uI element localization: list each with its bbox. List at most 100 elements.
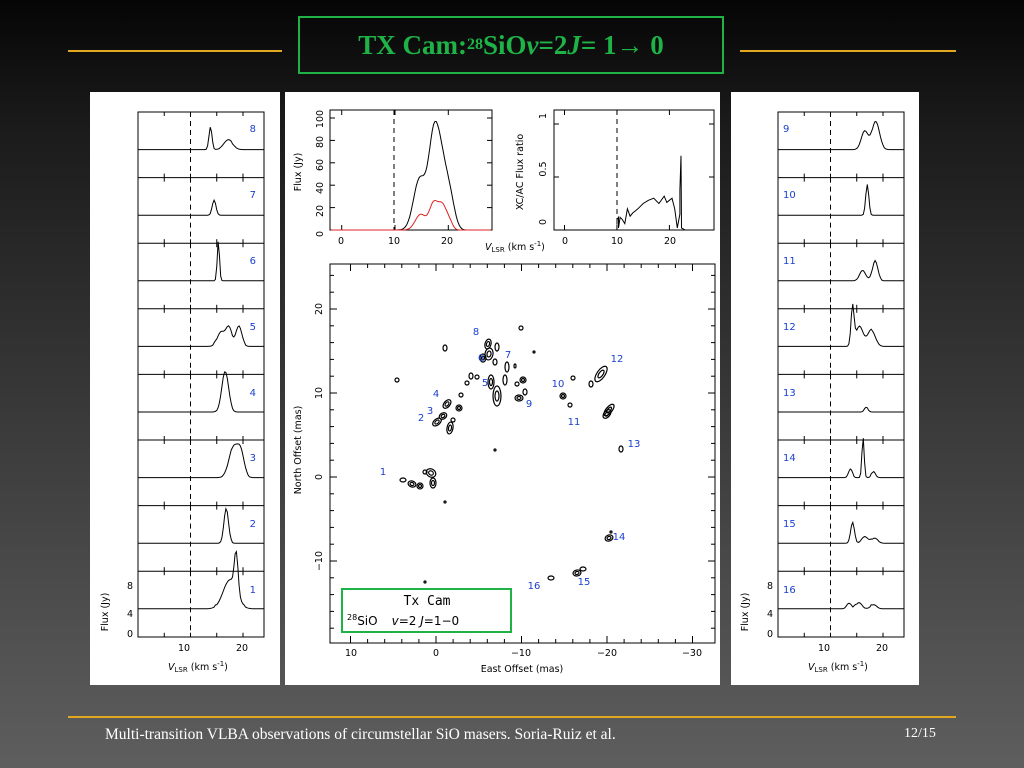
y-tick-label: 0 — [538, 219, 549, 225]
y-axis-label: North Offset (mas) — [293, 406, 304, 495]
maser-contour — [579, 566, 587, 572]
maser-contour — [618, 445, 624, 453]
title-isotope: 28 — [466, 36, 483, 53]
maser-contour — [443, 500, 447, 504]
spectrum-trace — [778, 184, 904, 216]
title-veq: =2 — [538, 29, 568, 60]
right-spectrum-id: 13 — [783, 388, 796, 399]
y-axis-label: Flux (Jy) — [100, 593, 111, 632]
map-ticks — [330, 264, 715, 643]
maser-contour — [442, 344, 448, 352]
maser-contour — [567, 402, 573, 408]
right-spectrum-id: 14 — [783, 453, 796, 464]
x-tick-label: 10 — [611, 236, 623, 247]
spot-label: 8 — [473, 327, 479, 338]
x-tick-label: 0 — [338, 236, 344, 247]
maser-contour-inner — [574, 570, 580, 576]
x-tick-label: 10 — [818, 643, 830, 654]
footer-citation: Multi-transition VLBA observations of ci… — [105, 726, 616, 743]
x-tick-label: 0 — [562, 236, 568, 247]
spot-label: 3 — [427, 406, 433, 417]
maser-contour-inner — [428, 470, 434, 476]
spectrum-trace — [778, 438, 904, 479]
y-tick-label: 20 — [315, 205, 326, 217]
x-tick-label: −20 — [597, 648, 617, 659]
x-tick-label: 10 — [178, 643, 190, 654]
x-tick-label: 10 — [345, 648, 357, 659]
maser-contour — [494, 342, 500, 352]
spot-label: 10 — [552, 379, 565, 390]
y-tick-label: 0 — [127, 629, 133, 640]
spot-label: 9 — [526, 399, 532, 410]
maser-contour-inner — [485, 340, 491, 348]
maser-contour — [514, 394, 524, 402]
maser-contour-inner — [417, 483, 423, 489]
left-spectrum-id: 2 — [250, 519, 256, 530]
spot-label: 13 — [628, 439, 641, 450]
maser-contour-inner — [494, 390, 500, 402]
y-tick-label: 10 — [314, 387, 325, 399]
spot-label: 5 — [482, 378, 488, 389]
right-spectra-panel: 9 10 11 12 13 14 15 16 0 4 8 Flux (Jy) 1… — [731, 92, 919, 685]
left-spectrum-id: 1 — [250, 585, 256, 596]
maser-contour — [458, 392, 464, 398]
right-spectrum-id: 12 — [783, 322, 796, 333]
x-tick-label: 20 — [236, 643, 248, 654]
y-tick-label: 20 — [314, 303, 325, 315]
maser-contour — [487, 374, 495, 390]
maser-contour — [609, 530, 613, 534]
maser-contour — [394, 377, 400, 383]
left-spectra-panel: 8 7 6 5 4 3 2 1 0 4 8 Flux (Jy) 10 20 VL… — [90, 92, 280, 685]
maser-contour-inner — [440, 413, 446, 419]
spot-label: 16 — [528, 581, 541, 592]
spectrum-trace — [778, 406, 904, 413]
y-axis-label: Flux (Jy) — [740, 593, 751, 632]
center-panel: 0 20 40 60 80 100 Flux (Jy) 0 10 20 VLSR… — [285, 92, 720, 685]
maser-contour — [464, 380, 470, 386]
maser-contour — [455, 404, 463, 412]
legend-line: 28SiO v=2 J=1−0 — [347, 613, 459, 628]
title-species: SiO — [482, 29, 527, 60]
maser-contour — [416, 482, 424, 490]
maser-contour — [518, 325, 524, 331]
maser-contour-inner — [488, 377, 494, 387]
map-frame — [329, 263, 716, 644]
x-tick-label: 20 — [664, 236, 676, 247]
maser-contour-inner — [480, 355, 486, 361]
flux-ratio-frame — [553, 109, 715, 231]
spectrum-trace — [138, 127, 264, 151]
x-tick-label: 20 — [876, 643, 888, 654]
right-spectrum-id: 15 — [783, 519, 796, 530]
right-spectrum-id: 10 — [783, 190, 796, 201]
y-tick-label: 100 — [315, 110, 326, 128]
maser-contour — [588, 380, 594, 388]
title-prefix: TX Cam: — [358, 29, 467, 60]
maser-contour — [446, 421, 454, 435]
maser-contour — [432, 417, 442, 427]
maser-contour-inner — [430, 479, 436, 487]
y-tick-label: 60 — [315, 159, 326, 171]
maser-contour — [484, 338, 492, 350]
spectrum-trace — [778, 602, 904, 610]
spot-label: 14 — [613, 532, 626, 543]
map-contours — [394, 325, 624, 584]
spot-label: 11 — [568, 417, 581, 428]
left-spectrum-id: 4 — [250, 388, 256, 399]
y-tick-label: −10 — [314, 551, 325, 571]
maser-contour-inner — [604, 411, 610, 417]
maser-contour-inner — [434, 419, 440, 425]
spectrum-trace — [138, 443, 264, 479]
spot-label: 2 — [418, 413, 424, 424]
maser-contour-inner — [409, 481, 415, 487]
spot-label: 7 — [505, 350, 511, 361]
total-flux-spectrum — [331, 120, 491, 231]
maser-contour — [493, 448, 497, 452]
maser-contour-inner — [516, 395, 522, 401]
maser-contour — [513, 363, 517, 369]
spot-label: 15 — [578, 577, 591, 588]
y-tick-label: 0 — [767, 629, 773, 640]
maser-contour — [438, 412, 448, 420]
spectrum-trace — [138, 325, 264, 347]
title-transition: = 1→ 0 — [580, 29, 664, 60]
x-tick-label: −30 — [682, 648, 702, 659]
